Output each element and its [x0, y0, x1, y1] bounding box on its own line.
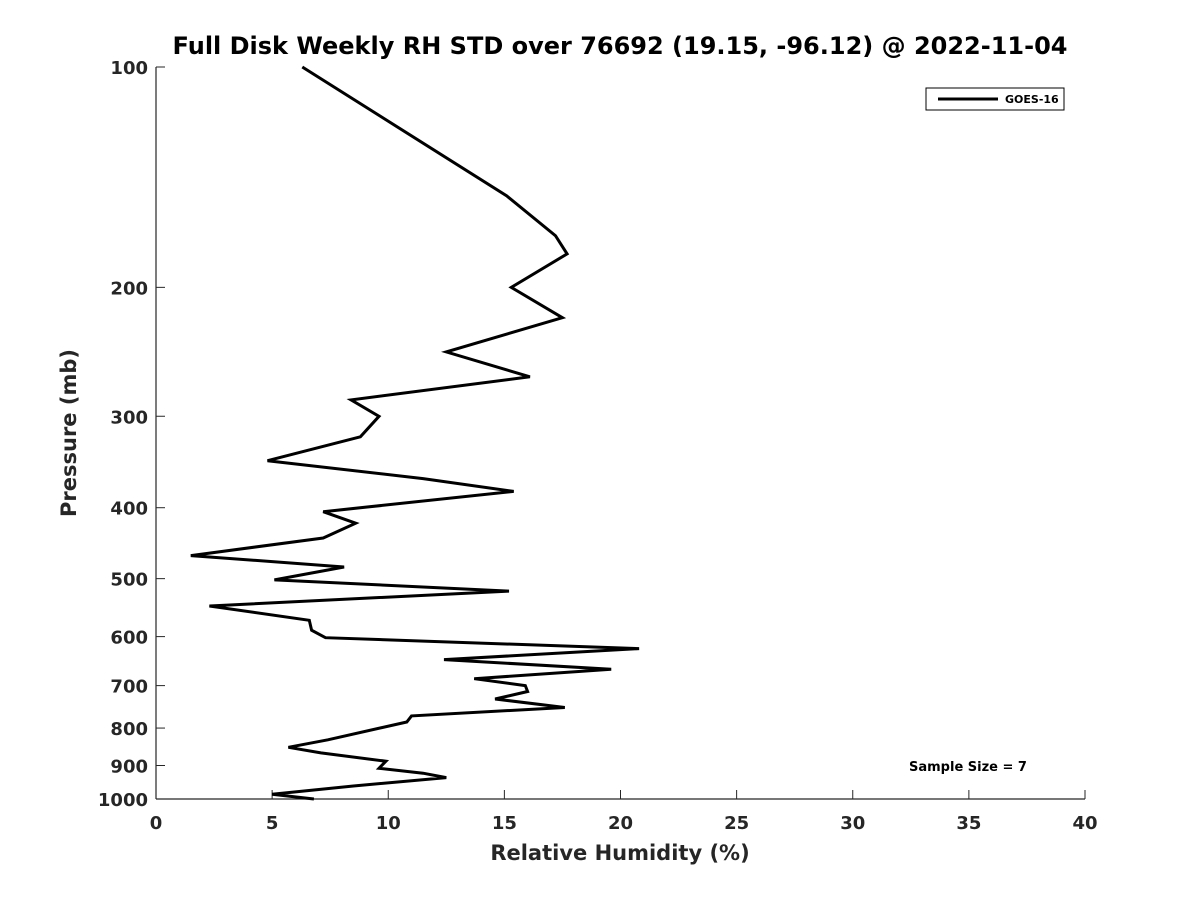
x-tick-label-0: 0: [150, 813, 163, 834]
x-tick-label-15: 15: [492, 813, 517, 834]
x-tick-label-10: 10: [376, 813, 401, 834]
x-tick-label-35: 35: [956, 813, 981, 834]
legend-label-goes-16: GOES-16: [1005, 93, 1059, 106]
x-tick-label-5: 5: [266, 813, 279, 834]
y-tick-label-500: 500: [110, 570, 148, 591]
y-tick-label-700: 700: [110, 677, 148, 698]
x-tick-label-30: 30: [840, 813, 865, 834]
y-tick-label-800: 800: [110, 719, 148, 740]
y-tick-label-400: 400: [110, 499, 148, 520]
y-tick-label-900: 900: [110, 757, 148, 778]
x-tick-label-25: 25: [724, 813, 749, 834]
axes: 0 5 10 15 20 25 30 35 40 100 200 300 400 500 600 700 800…: [98, 58, 1098, 834]
y-tick-label-200: 200: [110, 278, 148, 299]
y-axis-label: Pressure (mb): [57, 349, 81, 517]
x-tick-label-40: 40: [1072, 813, 1097, 834]
legend: GOES-16: [925, 87, 1065, 111]
y-tick-label-1000: 1000: [98, 790, 148, 811]
sample-size-annotation: Sample Size = 7: [909, 760, 1027, 775]
y-tick-label-100: 100: [110, 58, 148, 79]
x-axis-label: Relative Humidity (%): [490, 841, 749, 865]
y-tick-label-300: 300: [110, 407, 148, 428]
series-layer: [190, 65, 640, 801]
x-tick-label-20: 20: [608, 813, 633, 834]
series-line-goes-16: [190, 65, 640, 801]
y-tick-label-600: 600: [110, 628, 148, 649]
chart-title: Full Disk Weekly RH STD over 76692 (19.1…: [173, 32, 1068, 60]
